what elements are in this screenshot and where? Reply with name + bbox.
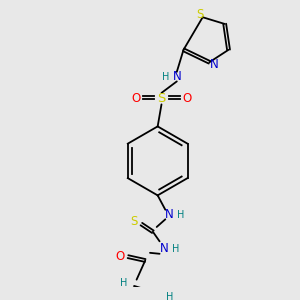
Text: H: H [172,244,179,254]
Text: N: N [210,58,218,71]
Text: N: N [165,208,173,221]
Text: S: S [157,92,166,105]
Text: H: H [162,72,169,82]
Text: O: O [131,92,140,105]
Text: N: N [160,242,169,256]
Text: H: H [177,209,184,220]
Text: H: H [121,278,128,287]
Text: S: S [196,8,203,21]
Text: N: N [172,70,181,83]
Text: H: H [167,292,174,300]
Text: O: O [183,92,192,105]
Text: O: O [116,250,125,263]
Text: S: S [130,215,137,228]
